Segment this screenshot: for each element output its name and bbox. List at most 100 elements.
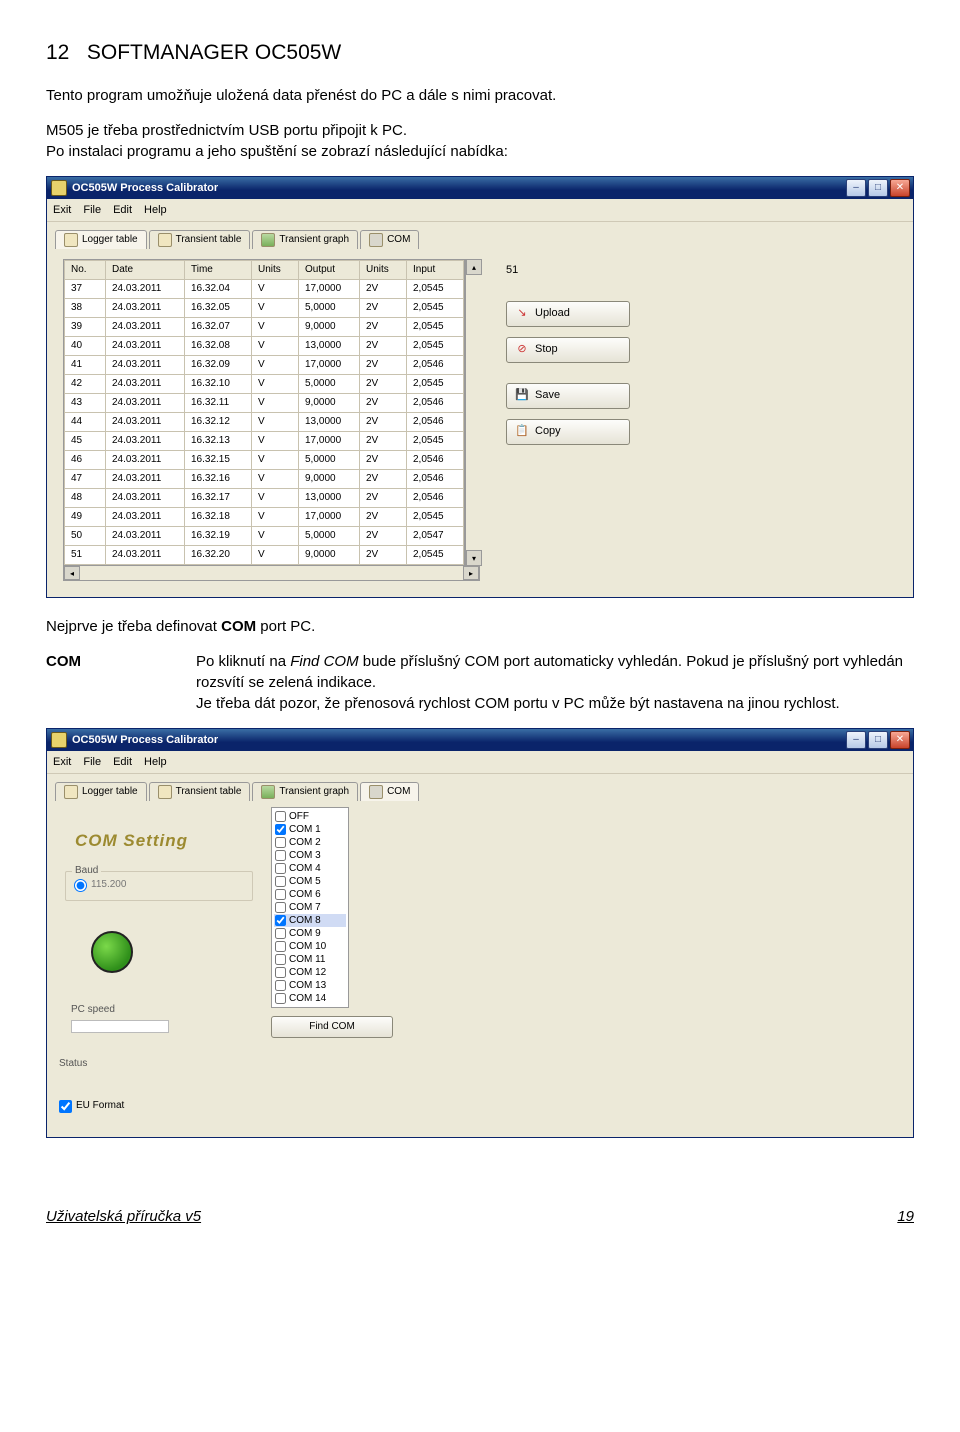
table-row[interactable]: 3824.03.201116.32.05V5,00002V2,0545	[65, 299, 464, 318]
table-row[interactable]: 4524.03.201116.32.13V17,00002V2,0545	[65, 432, 464, 451]
menu-help[interactable]: Help	[144, 755, 167, 770]
tab-com[interactable]: COM	[360, 230, 419, 249]
table-cell: 2,0546	[407, 413, 464, 432]
com-option-checkbox[interactable]	[275, 941, 286, 952]
com-option-checkbox[interactable]	[275, 993, 286, 1004]
table-row[interactable]: 4624.03.201116.32.15V5,00002V2,0546	[65, 451, 464, 470]
table-row[interactable]: 4024.03.201116.32.08V13,00002V2,0545	[65, 337, 464, 356]
close-button[interactable]: ✕	[890, 179, 910, 197]
menu-file[interactable]: File	[83, 203, 101, 218]
minimize-button[interactable]: –	[846, 731, 866, 749]
table-cell: 2V	[360, 356, 407, 375]
table-row[interactable]: 4924.03.201116.32.18V17,00002V2,0545	[65, 508, 464, 527]
maximize-button[interactable]: □	[868, 731, 888, 749]
table-row[interactable]: 3724.03.201116.32.04V17,00002V2,0545	[65, 280, 464, 299]
baud-option[interactable]: 115.200	[74, 878, 244, 892]
com-option-checkbox[interactable]	[275, 928, 286, 939]
com-option[interactable]: COM 10	[274, 940, 346, 953]
com-option[interactable]: COM 2	[274, 836, 346, 849]
menu-exit[interactable]: Exit	[53, 203, 71, 218]
com-option[interactable]: COM 6	[274, 888, 346, 901]
com-option[interactable]: COM 8	[274, 914, 346, 927]
com-option[interactable]: COM 5	[274, 875, 346, 888]
minimize-button[interactable]: –	[846, 179, 866, 197]
menu-edit[interactable]: Edit	[113, 755, 132, 770]
menu-exit[interactable]: Exit	[53, 755, 71, 770]
com-option-checkbox[interactable]	[275, 863, 286, 874]
com-option[interactable]: COM 1	[274, 823, 346, 836]
save-button[interactable]: 💾Save	[506, 383, 630, 409]
scroll-down-icon[interactable]: ▾	[466, 550, 482, 566]
scroll-up-icon[interactable]: ▴	[466, 259, 482, 275]
tab-transient-table[interactable]: Transient table	[149, 230, 251, 249]
tab-transient-graph[interactable]: Transient graph	[252, 782, 358, 801]
column-header[interactable]: Input	[407, 261, 464, 280]
com-option-checkbox[interactable]	[275, 850, 286, 861]
scroll-left-icon[interactable]: ◂	[64, 566, 80, 580]
column-header[interactable]: Units	[252, 261, 299, 280]
stop-button[interactable]: ⊘Stop	[506, 337, 630, 363]
table-row[interactable]: 4324.03.201116.32.11V9,00002V2,0546	[65, 394, 464, 413]
column-header[interactable]: Date	[106, 261, 185, 280]
tab-com[interactable]: COM	[360, 782, 419, 801]
intro-paragraph-2: M505 je třeba prostřednictvím USB portu …	[46, 120, 914, 162]
com-option[interactable]: COM 14	[274, 992, 346, 1005]
com-option[interactable]: COM 9	[274, 927, 346, 940]
com-option-checkbox[interactable]	[275, 954, 286, 965]
table-row[interactable]: 4724.03.201116.32.16V9,00002V2,0546	[65, 470, 464, 489]
com-option-checkbox[interactable]	[275, 902, 286, 913]
table-row[interactable]: 5124.03.201116.32.20V9,00002V2,0545	[65, 546, 464, 565]
titlebar[interactable]: OC505W Process Calibrator – □ ✕	[47, 729, 913, 751]
table-cell: 48	[65, 489, 106, 508]
tab-logger-table[interactable]: Logger table	[55, 782, 147, 801]
table-cell: 17,0000	[299, 508, 360, 527]
menu-edit[interactable]: Edit	[113, 203, 132, 218]
com-option-checkbox[interactable]	[275, 811, 286, 822]
tabstrip: Logger table Transient table Transient g…	[55, 230, 905, 249]
com-option-checkbox[interactable]	[275, 889, 286, 900]
table-row[interactable]: 3924.03.201116.32.07V9,00002V2,0545	[65, 318, 464, 337]
com-option-checkbox[interactable]	[275, 837, 286, 848]
tab-logger-table[interactable]: Logger table	[55, 230, 147, 249]
eu-format-input[interactable]	[59, 1100, 72, 1113]
table-cell: V	[252, 375, 299, 394]
com-option-checkbox[interactable]	[275, 915, 286, 926]
tab-transient-table[interactable]: Transient table	[149, 782, 251, 801]
com-option[interactable]: COM 11	[274, 953, 346, 966]
com-option[interactable]: COM 3	[274, 849, 346, 862]
table-row[interactable]: 4824.03.201116.32.17V13,00002V2,0546	[65, 489, 464, 508]
table-row[interactable]: 4224.03.201116.32.10V5,00002V2,0545	[65, 375, 464, 394]
column-header[interactable]: Time	[185, 261, 252, 280]
close-button[interactable]: ✕	[890, 731, 910, 749]
baud-radio[interactable]	[74, 879, 87, 892]
com-port-list[interactable]: OFFCOM 1COM 2COM 3COM 4COM 5COM 6COM 7CO…	[271, 807, 349, 1008]
table-row[interactable]: 5024.03.201116.32.19V5,00002V2,0547	[65, 527, 464, 546]
tab-transient-graph[interactable]: Transient graph	[252, 230, 358, 249]
com-option-checkbox[interactable]	[275, 967, 286, 978]
com-option[interactable]: COM 4	[274, 862, 346, 875]
copy-button[interactable]: 📋Copy	[506, 419, 630, 445]
horizontal-scrollbar[interactable]: ◂ ▸	[63, 566, 480, 581]
com-option[interactable]: COM 12	[274, 966, 346, 979]
titlebar[interactable]: OC505W Process Calibrator – □ ✕	[47, 177, 913, 199]
com-option-checkbox[interactable]	[275, 980, 286, 991]
column-header[interactable]: No.	[65, 261, 106, 280]
column-header[interactable]: Units	[360, 261, 407, 280]
eu-format-checkbox[interactable]: EU Format	[59, 1099, 253, 1113]
scroll-right-icon[interactable]: ▸	[463, 566, 479, 580]
com-option-checkbox[interactable]	[275, 876, 286, 887]
column-header[interactable]: Output	[299, 261, 360, 280]
com-option[interactable]: COM 13	[274, 979, 346, 992]
menu-file[interactable]: File	[83, 755, 101, 770]
com-option-checkbox[interactable]	[275, 824, 286, 835]
table-row[interactable]: 4124.03.201116.32.09V17,00002V2,0546	[65, 356, 464, 375]
menu-help[interactable]: Help	[144, 203, 167, 218]
vertical-scrollbar[interactable]: ▴ ▾	[465, 259, 480, 566]
maximize-button[interactable]: □	[868, 179, 888, 197]
table-cell: 24.03.2011	[106, 394, 185, 413]
com-option[interactable]: OFF	[274, 810, 346, 823]
find-com-button[interactable]: Find COM	[271, 1016, 393, 1038]
table-row[interactable]: 4424.03.201116.32.12V13,00002V2,0546	[65, 413, 464, 432]
com-option[interactable]: COM 7	[274, 901, 346, 914]
upload-button[interactable]: ↘Upload	[506, 301, 630, 327]
